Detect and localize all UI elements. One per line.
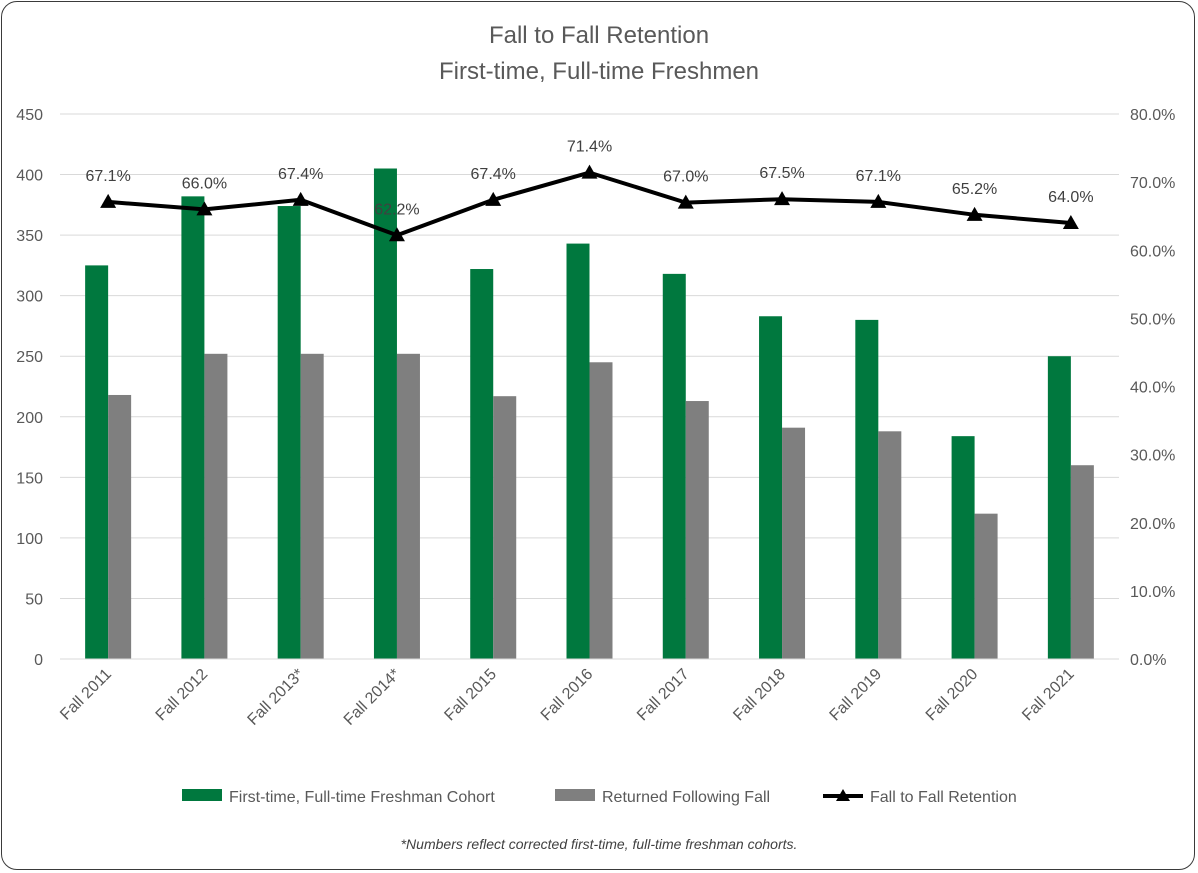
retention-data-label: 64.0% — [1048, 189, 1093, 206]
bar-returned — [589, 362, 613, 659]
x-axis-category-label: Fall 2019 — [827, 666, 886, 725]
right-axis-tick-label: 50.0% — [1130, 311, 1175, 328]
legend-label-returned: Returned Following Fall — [602, 789, 770, 806]
chart-footnote: *Numbers reflect corrected first-time, f… — [401, 836, 798, 852]
left-axis-tick-label: 50 — [25, 591, 43, 608]
retention-marker — [581, 164, 598, 179]
left-axis-tick-label: 450 — [16, 107, 43, 124]
right-axis-tick-label: 80.0% — [1130, 107, 1175, 124]
retention-data-label: 67.1% — [85, 168, 130, 185]
bar-returned — [974, 513, 998, 659]
bar-returned — [108, 394, 132, 659]
bar-cohort — [470, 269, 494, 659]
x-axis-category-label: Fall 2012 — [153, 666, 212, 725]
retention-marker — [485, 191, 502, 206]
bar-cohort — [759, 316, 783, 659]
retention-data-label: 66.0% — [182, 175, 227, 192]
bar-cohort — [566, 243, 590, 660]
x-axis-category-label: Fall 2018 — [730, 666, 789, 725]
right-axis-tick-label: 70.0% — [1130, 175, 1175, 192]
left-axis-tick-label: 300 — [16, 289, 43, 306]
right-axis-tick-label: 10.0% — [1130, 584, 1175, 601]
legend-label-retention: Fall to Fall Retention — [870, 789, 1017, 806]
right-axis-tick-label: 0.0% — [1130, 652, 1166, 669]
bar-cohort — [85, 265, 109, 659]
legend-label-cohort: First-time, Full-time Freshman Cohort — [229, 789, 495, 806]
right-axis-tick-label: 40.0% — [1130, 380, 1175, 397]
left-axis-tick-label: 200 — [16, 410, 43, 427]
bar-cohort — [181, 196, 205, 659]
x-axis-category-label: Fall 2015 — [441, 666, 500, 725]
retention-marker — [677, 194, 694, 209]
retention-data-label: 71.4% — [567, 139, 612, 156]
legend-swatch-cohort — [182, 789, 222, 801]
left-axis-tick-label: 350 — [16, 228, 43, 245]
x-axis-category-label: Fall 2020 — [923, 666, 982, 725]
retention-marker — [966, 206, 983, 221]
left-axis-tick-label: 0 — [34, 652, 43, 669]
bar-returned — [782, 427, 806, 659]
retention-marker — [292, 191, 309, 206]
retention-marker — [774, 191, 791, 206]
retention-data-label: 62.2% — [374, 201, 419, 218]
left-axis-tick-label: 400 — [16, 168, 43, 185]
chart-title: Fall to Fall Retention — [489, 22, 709, 49]
retention-marker — [196, 201, 213, 216]
right-axis-tick-label: 60.0% — [1130, 243, 1175, 260]
bar-returned — [878, 431, 902, 659]
left-axis-tick-label: 100 — [16, 531, 43, 548]
chart-subtitle: First-time, Full-time Freshmen — [439, 58, 759, 85]
bar-returned — [493, 396, 517, 659]
bar-cohort — [855, 319, 879, 659]
retention-line — [107, 170, 1072, 238]
retention-data-label: 67.5% — [759, 165, 804, 182]
bar-cohort — [373, 168, 397, 659]
retention-data-label: 67.1% — [856, 168, 901, 185]
x-axis-category-label: Fall 2017 — [634, 666, 693, 725]
bar-cohort — [662, 273, 686, 659]
x-axis-category-label: Fall 2014* — [341, 666, 404, 729]
right-axis-tick-label: 30.0% — [1130, 448, 1175, 465]
bar-returned — [300, 353, 324, 659]
x-axis-category-label: Fall 2021 — [1019, 666, 1078, 725]
legend-swatch-returned — [555, 789, 595, 801]
retention-marker — [388, 227, 405, 242]
bar-returned — [204, 353, 228, 659]
retention-marker — [870, 193, 887, 208]
bar-cohort — [1047, 356, 1071, 659]
left-axis-tick-label: 250 — [16, 349, 43, 366]
retention-data-label: 67.4% — [278, 166, 323, 183]
retention-data-label: 65.2% — [952, 181, 997, 198]
left-axis-tick-label: 150 — [16, 470, 43, 487]
bar-cohort — [277, 206, 301, 660]
retention-data-label: 67.4% — [471, 166, 516, 183]
legend-swatch-retention-marker — [836, 789, 850, 801]
bar-returned — [685, 401, 709, 659]
x-axis-category-label: Fall 2016 — [538, 666, 597, 725]
x-axis-category-label: Fall 2013* — [245, 666, 308, 729]
retention-marker — [100, 193, 117, 208]
x-axis-category-label: Fall 2011 — [57, 666, 115, 724]
bar-cohort — [951, 436, 975, 659]
right-axis-tick-label: 20.0% — [1130, 516, 1175, 533]
bar-returned — [1070, 465, 1094, 659]
bar-returned — [396, 353, 420, 659]
retention-data-label: 67.0% — [663, 169, 708, 186]
retention-marker — [1062, 215, 1079, 229]
